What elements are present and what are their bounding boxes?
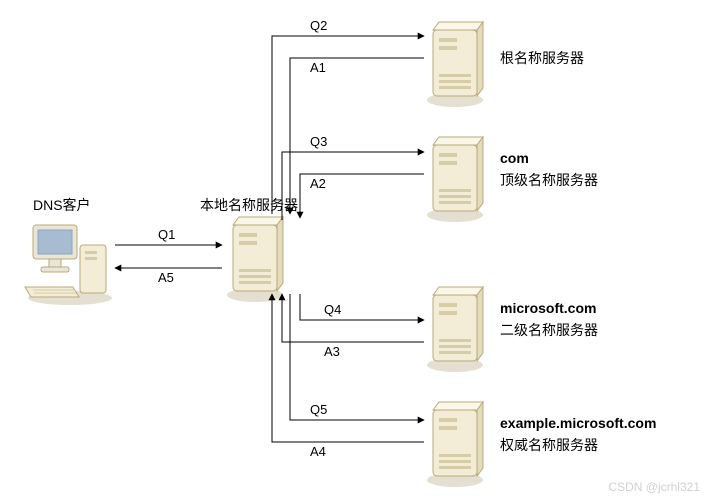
edge-label-q2: Q2 (310, 18, 327, 33)
edge-label-a3: A3 (324, 344, 340, 359)
edge-q4 (300, 294, 424, 320)
com-label-2: 顶级名称服务器 (500, 170, 598, 190)
ms-label-2: 二级名称服务器 (500, 320, 598, 340)
edge-label-q5: Q5 (310, 402, 327, 417)
edge-label-q1: Q1 (158, 227, 175, 242)
local-label: 本地名称服务器 (200, 195, 298, 215)
client-label: DNS客户 (33, 195, 91, 215)
edge-q3 (282, 152, 424, 220)
edge-label-a5: A5 (158, 270, 174, 285)
ms-label-1: microsoft.com (500, 300, 596, 316)
edge-label-a4: A4 (310, 444, 326, 459)
edge-label-q3: Q3 (310, 134, 327, 149)
example-label-1: example.microsoft.com (500, 415, 656, 431)
edge-a3 (282, 294, 424, 342)
example-label-2: 权威名称服务器 (500, 435, 598, 455)
client-icon (25, 225, 112, 305)
watermark: CSDN @jcrhl321 (608, 480, 700, 494)
root-label: 根名称服务器 (500, 48, 584, 68)
local-server-icon (227, 217, 283, 302)
com-server-icon (427, 137, 483, 222)
edge-label-a2: A2 (310, 176, 326, 191)
edge-label-a1: A1 (310, 60, 326, 75)
root-server-icon (427, 22, 483, 107)
ms-server-icon (427, 287, 483, 372)
edge-q2 (272, 36, 424, 214)
example-server-icon (427, 402, 483, 487)
com-label-1: com (500, 150, 529, 166)
edge-label-q4: Q4 (324, 302, 341, 317)
